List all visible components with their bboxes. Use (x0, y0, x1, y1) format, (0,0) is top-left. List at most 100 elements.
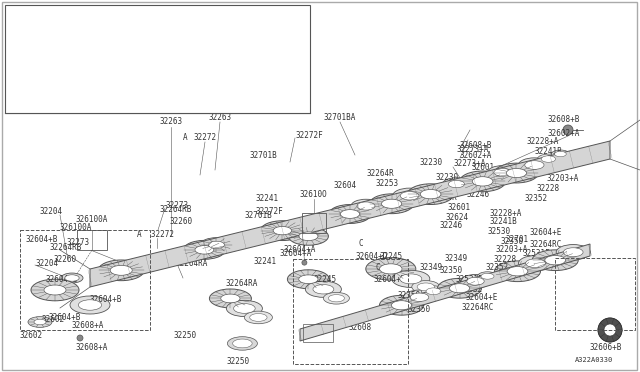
Text: 32241: 32241 (253, 257, 276, 266)
Ellipse shape (351, 199, 381, 213)
Ellipse shape (518, 158, 550, 172)
Text: 32604+B: 32604+B (49, 314, 81, 323)
Ellipse shape (98, 260, 144, 280)
Ellipse shape (357, 202, 375, 210)
Text: 32624: 32624 (445, 212, 468, 221)
Circle shape (563, 125, 573, 135)
Ellipse shape (340, 210, 360, 218)
Text: (C) OVER DRIVE GEAR: (C) OVER DRIVE GEAR (88, 60, 176, 69)
Text: 32602+A: 32602+A (460, 151, 492, 160)
Bar (301, 213, 326, 233)
Text: 32701: 32701 (505, 235, 528, 244)
Text: 32608+B: 32608+B (548, 115, 580, 125)
Text: 32604+B: 32604+B (45, 276, 77, 285)
Polygon shape (300, 244, 590, 341)
Text: 32250: 32250 (227, 357, 250, 366)
Ellipse shape (438, 278, 481, 298)
Text: 32531F: 32531F (522, 249, 550, 258)
Bar (5, 5, 310, 113)
Ellipse shape (518, 256, 552, 271)
Ellipse shape (299, 232, 318, 241)
Text: 32601: 32601 (448, 203, 471, 212)
Ellipse shape (70, 296, 110, 314)
Bar (77, 230, 107, 250)
Text: C: C (376, 263, 380, 273)
Ellipse shape (380, 264, 402, 274)
Bar (293, 259, 408, 364)
Text: 32273: 32273 (66, 238, 90, 247)
Ellipse shape (184, 240, 225, 259)
Bar (555, 258, 635, 330)
Text: 32310S: 32310S (38, 60, 66, 69)
Text: 326100A: 326100A (76, 215, 108, 224)
Bar (20, 230, 150, 330)
Text: 32272F: 32272F (256, 207, 284, 216)
Text: 32352: 32352 (485, 263, 508, 273)
Text: 32228: 32228 (494, 256, 517, 264)
Text: 32350: 32350 (398, 291, 421, 299)
Text: 32204: 32204 (40, 208, 63, 217)
Ellipse shape (556, 244, 590, 260)
Text: 32241: 32241 (256, 194, 279, 203)
Ellipse shape (31, 279, 79, 301)
Text: 32272F: 32272F (295, 131, 323, 140)
Text: 32604+E: 32604+E (529, 228, 561, 237)
Text: 32349: 32349 (445, 254, 468, 263)
Ellipse shape (289, 227, 328, 245)
Text: 32253: 32253 (375, 179, 398, 188)
Ellipse shape (506, 169, 527, 177)
Circle shape (302, 260, 307, 265)
Text: 32264RB: 32264RB (50, 244, 83, 253)
Text: 32228+A: 32228+A (526, 137, 559, 145)
Ellipse shape (110, 265, 132, 275)
Ellipse shape (538, 154, 559, 164)
Ellipse shape (417, 283, 435, 291)
Text: 32350: 32350 (440, 266, 463, 275)
Text: 32264R: 32264R (430, 193, 458, 202)
Ellipse shape (200, 238, 232, 252)
Ellipse shape (227, 300, 262, 317)
Text: 32530: 32530 (547, 154, 570, 164)
Ellipse shape (467, 278, 484, 285)
Text: 32203+A: 32203+A (547, 174, 579, 183)
Text: 32246: 32246 (467, 190, 490, 199)
Text: 32228: 32228 (536, 183, 559, 193)
Text: 32602: 32602 (20, 330, 43, 340)
Ellipse shape (422, 286, 445, 296)
Text: 32260: 32260 (53, 256, 76, 264)
Text: (A) MAIN DRIVE GEAR: (A) MAIN DRIVE GEAR (88, 30, 176, 39)
Text: 32273+A: 32273+A (456, 145, 489, 154)
Ellipse shape (563, 248, 583, 257)
Text: 32349: 32349 (420, 263, 443, 273)
Text: 32350: 32350 (501, 237, 524, 246)
Text: 32264RA: 32264RA (175, 259, 207, 267)
Text: NOTES): NOTES) (12, 16, 44, 25)
Ellipse shape (381, 199, 402, 208)
Text: 32701B: 32701B (244, 211, 272, 220)
Text: 32246: 32246 (440, 221, 463, 231)
Ellipse shape (532, 250, 578, 270)
Text: 32701: 32701 (561, 158, 584, 167)
Text: 32352: 32352 (460, 285, 483, 295)
Ellipse shape (554, 151, 566, 157)
Text: 32245: 32245 (314, 276, 337, 285)
Text: 32350: 32350 (408, 305, 431, 314)
Text: 32602: 32602 (42, 315, 65, 324)
Ellipse shape (209, 289, 252, 308)
Text: A  32272: A 32272 (138, 230, 174, 239)
Text: 32606+B: 32606+B (590, 343, 622, 353)
Ellipse shape (305, 281, 341, 297)
Ellipse shape (44, 285, 66, 295)
Ellipse shape (604, 324, 616, 336)
Ellipse shape (273, 227, 292, 235)
Text: 32230: 32230 (436, 173, 459, 183)
Ellipse shape (260, 221, 305, 241)
Text: 32624: 32624 (469, 173, 493, 182)
Text: 32604+D: 32604+D (373, 276, 405, 285)
Ellipse shape (287, 270, 330, 289)
Ellipse shape (65, 275, 79, 281)
Text: 32241B: 32241B (534, 147, 562, 155)
Text: 32203+A: 32203+A (496, 246, 529, 254)
Ellipse shape (494, 163, 538, 183)
Text: (B) COUNTER DRIVE GEAR: (B) COUNTER DRIVE GEAR (88, 46, 189, 55)
